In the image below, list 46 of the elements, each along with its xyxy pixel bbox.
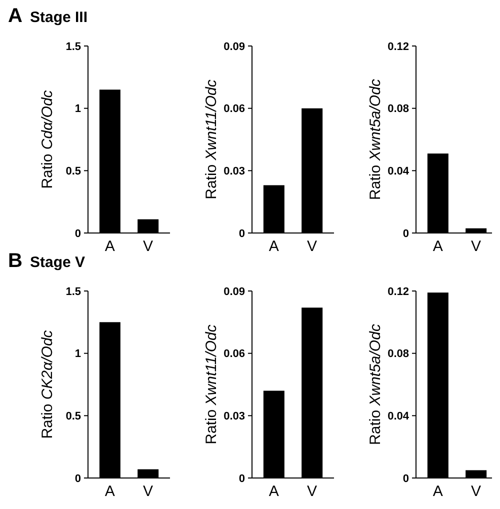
y-axis-title: Ratio Xwnt5a/Odc <box>367 78 384 200</box>
x-tick-label: A <box>268 238 279 255</box>
x-tick-label: V <box>143 483 154 500</box>
y-tick-label: 0 <box>238 472 245 485</box>
y-tick-label: 0.09 <box>224 40 245 53</box>
y-axis-title: Ratio Xwnt5a/Odc <box>367 324 384 445</box>
y-tick-label: 0.03 <box>224 166 245 178</box>
x-tick-label: V <box>143 238 154 255</box>
y-tick-label: 0 <box>238 228 245 240</box>
x-tick-label: V <box>471 238 482 255</box>
chart-title: Stage III <box>30 9 88 26</box>
y-tick-label: 0.5 <box>66 410 81 423</box>
y-axis-title: Ratio Xwnt11/Odc <box>203 79 220 200</box>
y-tick-label: 0.06 <box>224 103 245 116</box>
x-tick-label: A <box>104 238 115 255</box>
y-tick-label: 0 <box>74 228 81 240</box>
y-tick-label: 0.5 <box>66 166 81 178</box>
y-tick-label: 0.12 <box>388 286 409 298</box>
y-tick-label: 0.08 <box>388 103 409 116</box>
y-tick-label: 0.09 <box>224 286 245 298</box>
y-tick-label: 1 <box>74 103 81 116</box>
x-tick-label: A <box>268 483 279 500</box>
y-tick-label: 0 <box>74 472 81 485</box>
x-tick-label: V <box>307 238 318 255</box>
y-axis-title: Ratio CK2α/Odc <box>39 330 56 439</box>
chart-title: Stage V <box>30 254 86 271</box>
y-tick-label: 1.5 <box>66 286 81 298</box>
y-tick-label: 0.04 <box>388 410 410 423</box>
text: B <box>8 250 22 272</box>
y-tick-label: 0.08 <box>388 348 409 360</box>
x-tick-label: A <box>432 238 443 255</box>
x-tick-label: V <box>307 483 318 500</box>
text: A <box>8 5 22 27</box>
y-tick-label: 0 <box>402 472 409 485</box>
y-axis-title: Ratio Xwnt11/Odc <box>203 324 220 444</box>
y-tick-label: 1 <box>74 348 81 360</box>
y-axis-title: Ratio Cdα/Odc <box>39 90 56 189</box>
y-tick-label: 0 <box>402 228 409 240</box>
y-tick-label: 0.04 <box>388 166 410 178</box>
x-tick-label: V <box>471 483 482 500</box>
y-tick-label: 0.12 <box>388 40 409 53</box>
x-tick-label: A <box>104 483 115 500</box>
y-tick-label: 0.03 <box>224 410 245 423</box>
y-tick-label: 1.5 <box>66 40 81 53</box>
y-tick-label: 0.06 <box>224 348 245 360</box>
x-tick-label: A <box>432 483 443 500</box>
